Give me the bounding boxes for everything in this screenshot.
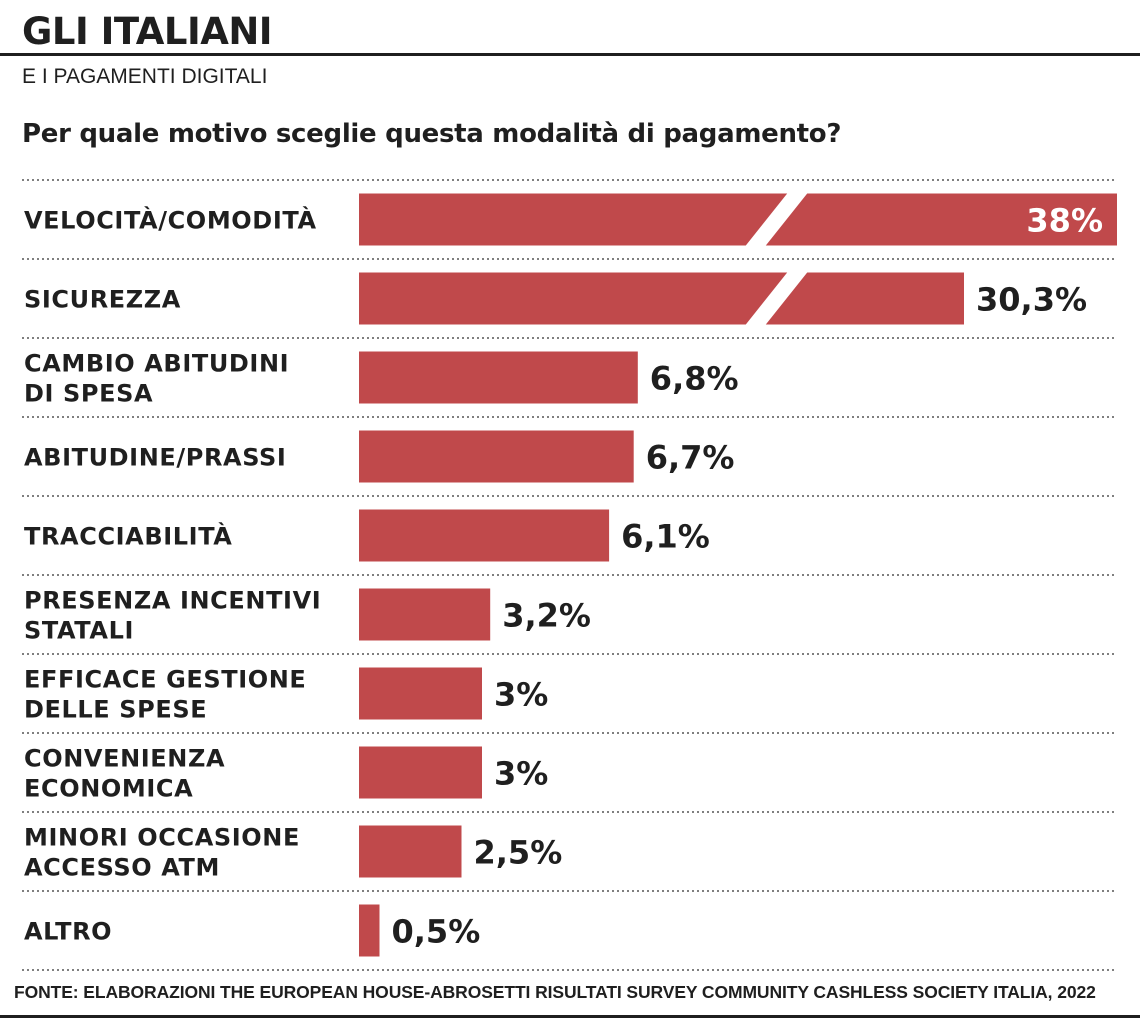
category-label: SICUREZZA	[24, 286, 181, 314]
bar	[359, 746, 482, 799]
bar	[359, 193, 1117, 246]
category-label: DI SPESA	[24, 380, 153, 408]
value-label: 38%	[1026, 202, 1103, 240]
value-label: 0,5%	[392, 913, 481, 951]
bar	[359, 509, 610, 562]
category-label: ACCESSO ATM	[24, 854, 220, 882]
bar	[359, 272, 964, 325]
category-label: ALTRO	[24, 918, 112, 946]
bar	[359, 904, 380, 957]
value-label: 6,1%	[621, 518, 710, 556]
bar	[359, 430, 634, 483]
bar-break	[745, 271, 808, 326]
source-note: FONTE: ELABORAZIONI THE EUROPEAN HOUSE-A…	[14, 982, 1096, 1002]
bar	[359, 667, 482, 720]
value-label: 2,5%	[474, 834, 563, 872]
chart-title: GLI ITALIANI	[22, 10, 273, 53]
category-label: CAMBIO ABITUDINI	[24, 350, 289, 378]
value-label: 3%	[494, 676, 548, 714]
category-label: MINORI OCCASIONE	[24, 824, 300, 852]
category-label: DELLE SPESE	[24, 696, 207, 724]
value-label: 3%	[494, 755, 548, 793]
category-label: ECONOMICA	[24, 775, 193, 803]
value-label: 3,2%	[502, 597, 591, 635]
chart-subtitle: E I PAGAMENTI DIGITALI	[22, 65, 268, 88]
bar-break	[745, 192, 808, 247]
category-label: EFFICACE GESTIONE	[24, 666, 306, 694]
value-label: 6,8%	[650, 360, 739, 398]
category-label: TRACCIABILITÀ	[24, 522, 232, 551]
category-label: STATALI	[24, 617, 134, 645]
title-rule	[0, 53, 1140, 56]
bar	[359, 351, 638, 404]
value-label: 6,7%	[646, 439, 735, 477]
category-label: VELOCITÀ/COMODITÀ	[24, 206, 317, 235]
category-label: PRESENZA INCENTIVI	[24, 587, 321, 615]
bar	[359, 825, 462, 878]
chart-question: Per quale motivo sceglie questa modalità…	[22, 119, 842, 149]
category-label: CONVENIENZA	[24, 745, 225, 773]
bar	[359, 588, 491, 641]
value-label: 30,3%	[976, 281, 1087, 319]
bottom-rule	[0, 1015, 1140, 1018]
category-label: ABITUDINE/PRASSI	[24, 444, 286, 472]
